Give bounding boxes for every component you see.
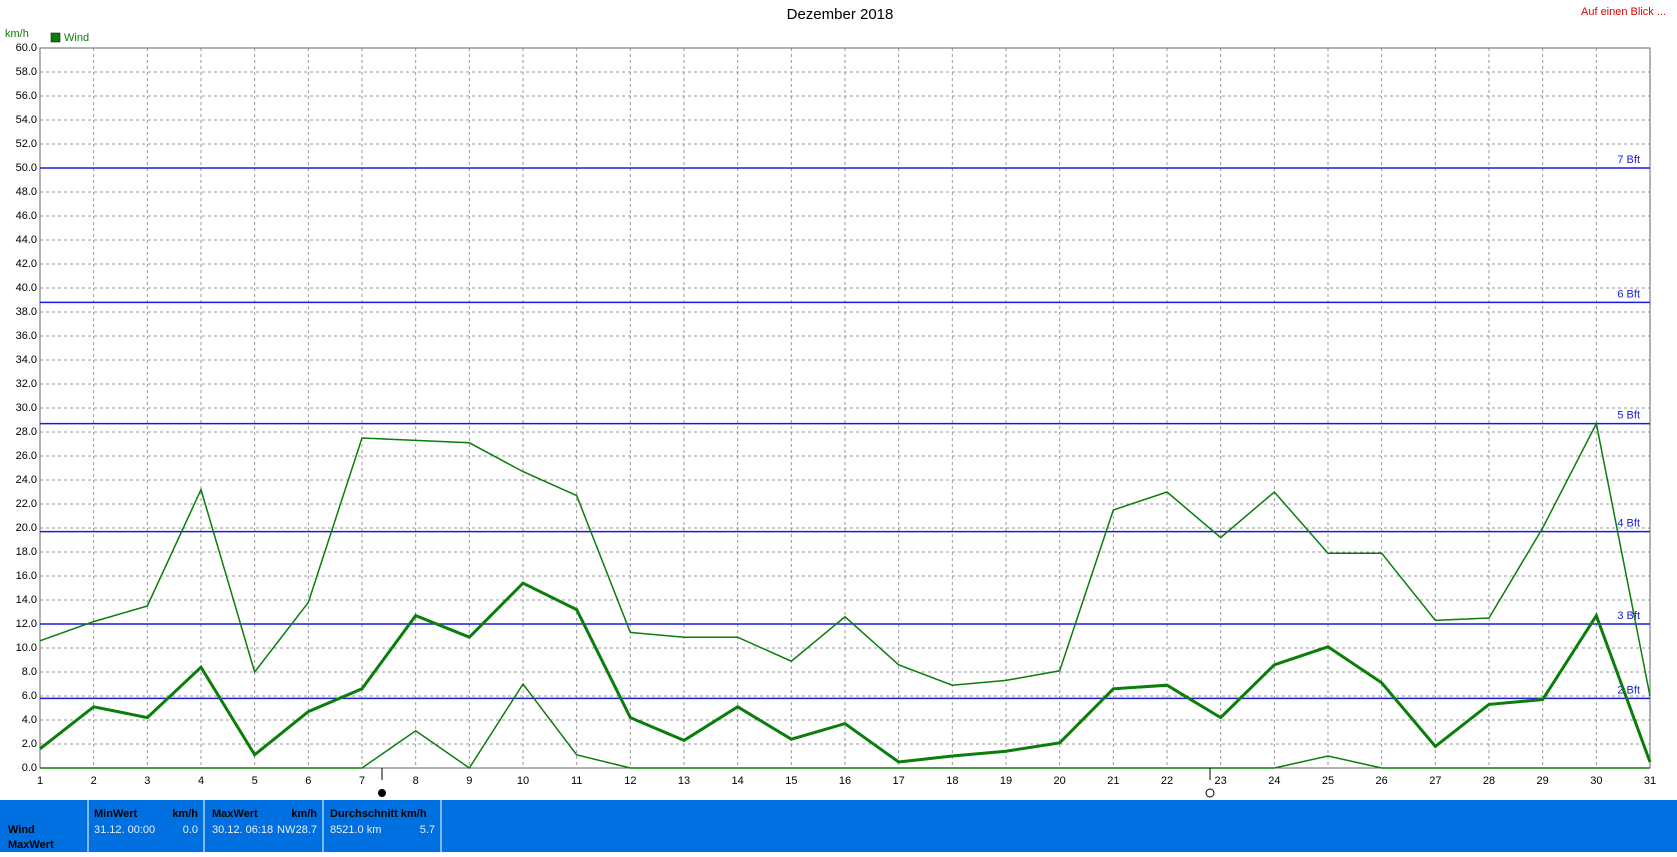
full-moon-icon <box>378 789 386 797</box>
y-tick-label: 42.0 <box>16 258 37 270</box>
value: 0.0 <box>183 824 198 836</box>
row-label: Wind <box>8 824 35 836</box>
y-tick-label: 58.0 <box>16 66 37 78</box>
x-tick-label: 5 <box>252 775 258 787</box>
header: MinWert <box>94 808 138 820</box>
x-tick-label: 22 <box>1161 775 1173 787</box>
x-tick-label: 6 <box>305 775 311 787</box>
x-tick-label: 15 <box>785 775 797 787</box>
x-tick-label: 25 <box>1322 775 1334 787</box>
y-tick-label: 56.0 <box>16 90 37 102</box>
reference-label: 5 Bft <box>1617 410 1640 422</box>
y-tick-label: 54.0 <box>16 114 37 126</box>
row-label: MaxWert <box>8 839 54 851</box>
x-tick-label: 14 <box>732 775 744 787</box>
y-tick-label: 40.0 <box>16 282 37 294</box>
x-tick-label: 20 <box>1054 775 1066 787</box>
y-tick-label: 60.0 <box>16 42 37 54</box>
x-tick-label: 23 <box>1215 775 1227 787</box>
new-moon-icon <box>1205 788 1215 798</box>
y-tick-label: 8.0 <box>22 666 37 678</box>
x-tick-label: 27 <box>1429 775 1441 787</box>
x-tick-label: 10 <box>517 775 529 787</box>
x-tick-label: 8 <box>413 775 419 787</box>
y-tick-label: 38.0 <box>16 306 37 318</box>
y-tick-label: 18.0 <box>16 546 37 558</box>
y-tick-label: 14.0 <box>16 594 37 606</box>
header: MaxWert <box>212 808 258 820</box>
chart-title: Dezember 2018 <box>787 6 894 23</box>
x-tick-label: 30 <box>1590 775 1602 787</box>
y-tick-label: 26.0 <box>16 450 37 462</box>
x-tick-label: 21 <box>1107 775 1119 787</box>
y-tick-label: 32.0 <box>16 378 37 390</box>
y-tick-label: 12.0 <box>16 618 37 630</box>
y-tick-label: 20.0 <box>16 522 37 534</box>
y-tick-label: 44.0 <box>16 234 37 246</box>
y-axis-label: km/h <box>5 28 29 40</box>
series-line <box>39 421 1651 697</box>
time: 31.12. 00:00 <box>94 824 155 836</box>
x-tick-label: 24 <box>1268 775 1280 787</box>
reference-label: 3 Bft <box>1617 610 1640 622</box>
info-panel: Wind MaxWert MinWert km/h 31.12. 00:00 0… <box>0 800 1677 852</box>
direction: NW <box>277 824 296 836</box>
y-tick-label: 48.0 <box>16 186 37 198</box>
x-tick-label: 13 <box>678 775 690 787</box>
x-tick-label: 19 <box>1000 775 1012 787</box>
x-tick-label: 2 <box>91 775 97 787</box>
legend-label: Wind <box>64 32 89 44</box>
x-tick-label: 11 <box>571 775 582 787</box>
legend-swatch <box>50 32 61 43</box>
unit: km/h <box>172 808 198 820</box>
x-tick-label: 28 <box>1483 775 1495 787</box>
y-tick-label: 22.0 <box>16 498 37 510</box>
unit: km/h <box>291 808 317 820</box>
x-tick-label: 29 <box>1537 775 1549 787</box>
y-tick-label: 0.0 <box>22 762 37 774</box>
y-tick-label: 46.0 <box>16 210 37 222</box>
x-tick-label: 16 <box>839 775 851 787</box>
corner-note[interactable]: Auf einen Blick ... <box>1581 6 1666 18</box>
x-tick-label: 7 <box>359 775 365 787</box>
series-line <box>39 581 1652 764</box>
y-tick-label: 16.0 <box>16 570 37 582</box>
y-tick-label: 6.0 <box>22 690 37 702</box>
x-tick-label: 9 <box>466 775 472 787</box>
y-tick-label: 28.0 <box>16 426 37 438</box>
header: Durchschnitt km/h <box>330 808 427 820</box>
y-tick-label: 24.0 <box>16 474 37 486</box>
series-line <box>40 682 1650 770</box>
panel-background <box>0 800 1677 852</box>
y-tick-label: 36.0 <box>16 330 37 342</box>
x-tick-label: 31 <box>1644 775 1656 787</box>
y-tick-label: 50.0 <box>16 162 37 174</box>
y-tick-label: 10.0 <box>16 642 37 654</box>
x-tick-label: 17 <box>893 775 905 787</box>
reference-label: 4 Bft <box>1617 518 1640 530</box>
y-tick-label: 2.0 <box>22 738 37 750</box>
x-tick-label: 12 <box>624 775 636 787</box>
value: 28.7 <box>296 824 317 836</box>
y-tick-label: 4.0 <box>22 714 37 726</box>
time: 30.12. 06:18 <box>212 824 273 836</box>
distance: 8521.0 km <box>330 824 381 836</box>
x-tick-label: 3 <box>144 775 150 787</box>
x-tick-label: 4 <box>198 775 204 787</box>
reference-label: 6 Bft <box>1617 288 1640 300</box>
value: 5.7 <box>420 824 435 836</box>
reference-label: 7 Bft <box>1617 154 1640 166</box>
y-tick-label: 34.0 <box>16 354 37 366</box>
x-tick-label: 18 <box>946 775 958 787</box>
x-tick-label: 26 <box>1376 775 1388 787</box>
y-tick-label: 30.0 <box>16 402 37 414</box>
y-tick-label: 52.0 <box>16 138 37 150</box>
x-tick-label: 1 <box>37 775 43 787</box>
